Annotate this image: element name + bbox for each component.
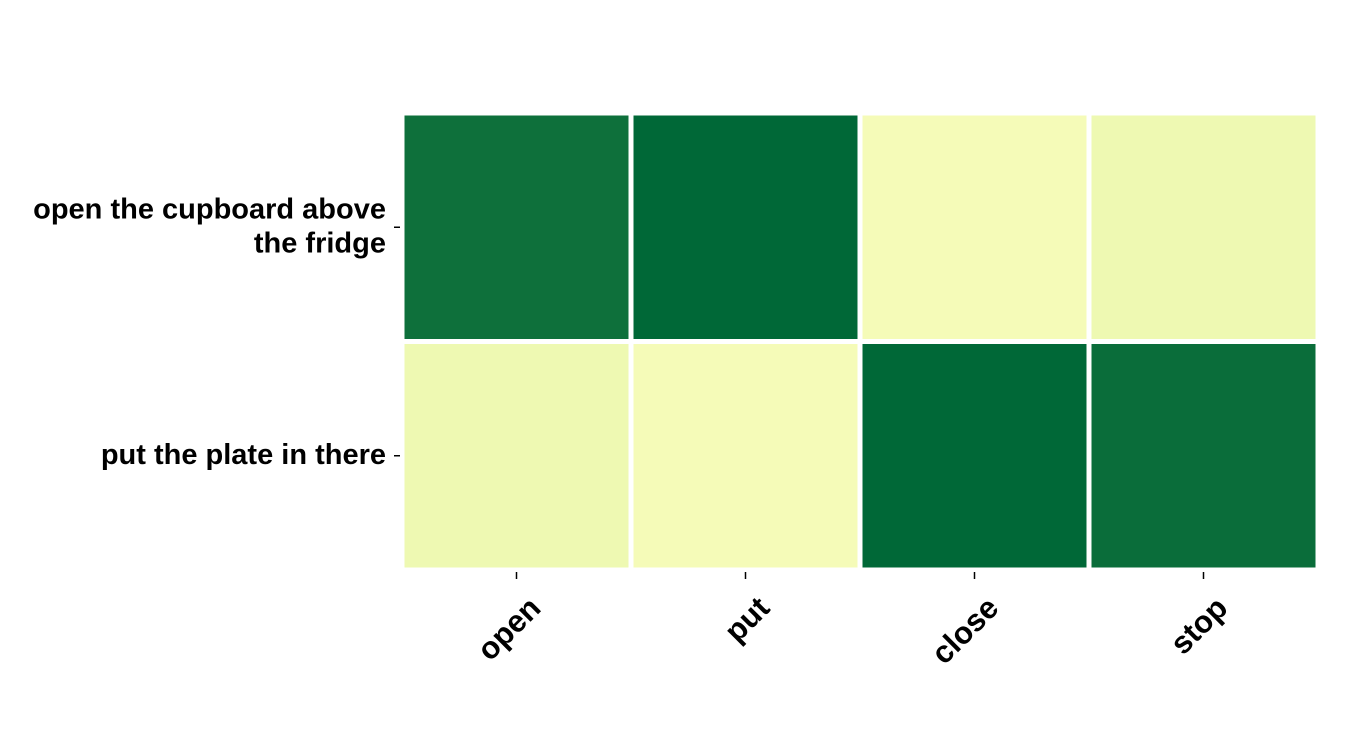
heatmap-cell	[857, 339, 1092, 573]
heatmap-cell	[399, 339, 634, 573]
y-tick-label-line: open the cupboard above	[33, 193, 386, 225]
y-axis: open the cupboard above the fridge put the…	[33, 193, 400, 470]
heatmap-cell	[1086, 110, 1321, 344]
y-tick-label-line: put the plate in there	[101, 438, 386, 470]
heatmap-cell	[628, 110, 863, 344]
heatmap-cell	[1086, 339, 1321, 573]
x-tick-label: open	[470, 590, 547, 667]
y-tick-label: open the cupboard above the fridge	[33, 193, 386, 259]
heatmap-cell	[399, 110, 634, 344]
heatmap-cell	[628, 339, 863, 573]
x-tick-label: stop	[1163, 590, 1234, 661]
x-tick-label: put	[717, 590, 776, 649]
heatmap-cell	[857, 110, 1092, 344]
x-tick-label: close	[924, 590, 1005, 671]
y-tick-label: put the plate in there	[101, 438, 386, 470]
y-tick-label-line: the fridge	[254, 227, 386, 259]
heatmap-cells	[399, 110, 1321, 573]
x-axis: open put close stop	[470, 572, 1234, 671]
